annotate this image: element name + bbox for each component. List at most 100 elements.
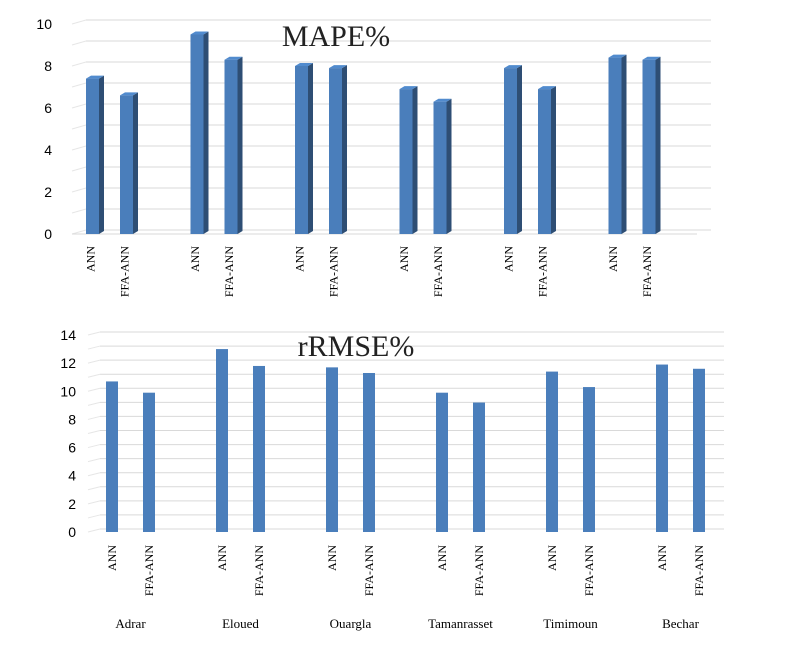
rrmse-y-tick: 2: [68, 496, 76, 512]
mape-category-label: FFA-ANN: [640, 246, 654, 297]
mape-gridline-side: [71, 19, 87, 25]
rrmse-y-tick: 12: [60, 355, 76, 371]
rrmse-bar: [693, 368, 705, 532]
rrmse-gridline-side: [87, 331, 101, 336]
rrmse-gridline-side: [87, 458, 101, 463]
rrmse-gridlines: [87, 331, 724, 533]
mape-bar: [224, 59, 238, 235]
mape-bar-side: [308, 63, 313, 234]
mape-y-tick: 4: [44, 142, 52, 158]
mape-bar-side: [99, 75, 104, 234]
mape-bar: [433, 101, 447, 234]
mape-bar-side: [412, 86, 418, 234]
rrmse-group-label: Eloued: [222, 616, 259, 631]
mape-bar-side: [517, 65, 522, 234]
mape-bar: [504, 68, 517, 234]
mape-bar: [329, 68, 342, 234]
mape-bar: [538, 89, 551, 234]
mape-bar-top: [608, 54, 627, 58]
rrmse-group-labels: Adrar Eloued Ouargla Tamanrasset Timimoun Bec…: [115, 616, 699, 631]
rrmse-gridline-side: [87, 514, 101, 519]
rrmse-gridline-side: [87, 359, 101, 364]
mape-bar-top: [190, 31, 209, 35]
rrmse-category-label: FFA-ANN: [692, 545, 706, 596]
mape-bar-top: [399, 86, 418, 90]
mape-gridline-side: [71, 145, 87, 151]
mape-category-label: ANN: [502, 246, 516, 272]
mape-gridline-side: [71, 61, 87, 67]
mape-y-tick: 6: [44, 100, 52, 116]
mape-title: MAPE%: [282, 20, 390, 53]
rrmse-y-tick: 14: [60, 327, 76, 343]
mape-bar-top: [295, 63, 313, 66]
mape-chart: 0 2 4 6 8 10 MAPE% ANN FFA-ANN ANN FFA-ANN ANN FFA…: [36, 16, 711, 297]
mape-bar-side: [621, 54, 627, 234]
rrmse-category-label: ANN: [545, 545, 559, 571]
mape-bar-top: [433, 98, 452, 102]
rrmse-bar: [363, 372, 375, 532]
rrmse-title: rRMSE%: [298, 330, 415, 363]
mape-bars: [86, 31, 661, 235]
rrmse-gridline-side: [87, 444, 101, 449]
mape-bar-side: [237, 56, 243, 235]
mape-y-tick: 2: [44, 184, 52, 200]
rrmse-category-label: FFA-ANN: [252, 545, 266, 596]
mape-category-label: ANN: [606, 246, 620, 272]
rrmse-category-label: ANN: [325, 545, 339, 571]
mape-bar: [295, 66, 308, 234]
mape-gridline-side: [71, 208, 87, 214]
rrmse-category-label: ANN: [105, 545, 119, 571]
mape-bar-side: [446, 98, 452, 234]
rrmse-category-label: FFA-ANN: [472, 545, 486, 596]
mape-bar-side: [203, 31, 209, 234]
rrmse-category-label: FFA-ANN: [142, 545, 156, 596]
mape-bar-top: [642, 56, 661, 60]
mape-y-axis: 0 2 4 6 8 10: [36, 16, 52, 242]
rrmse-gridline-side: [87, 472, 101, 477]
rrmse-y-tick: 8: [68, 411, 76, 427]
mape-bar: [642, 59, 656, 235]
rrmse-bar: [106, 381, 118, 532]
rrmse-gridline-side: [87, 373, 101, 378]
rrmse-gridline-side: [87, 401, 101, 406]
rrmse-y-tick: 10: [60, 383, 76, 399]
rrmse-category-labels: ANN FFA-ANN ANN FFA-ANN ANN FFA-ANN ANN FFA-ANN…: [105, 545, 706, 596]
mape-bar-side: [133, 92, 138, 235]
mape-bar-side: [551, 86, 556, 234]
mape-bar: [608, 57, 622, 234]
mape-bar: [190, 34, 204, 234]
rrmse-category-label: FFA-ANN: [582, 545, 596, 596]
rrmse-bar: [473, 402, 485, 532]
rrmse-gridline-side: [87, 345, 101, 350]
mape-bar-top: [224, 56, 243, 60]
rrmse-bar: [253, 365, 265, 532]
mape-y-tick: 0: [44, 226, 52, 242]
mape-gridline-side: [71, 229, 87, 235]
rrmse-gridline-side: [87, 415, 101, 420]
mape-bar-top: [329, 65, 347, 69]
rrmse-gridline-side: [87, 486, 101, 491]
mape-bar-side: [342, 65, 347, 234]
rrmse-group-label: Timimoun: [543, 616, 598, 631]
mape-bar: [399, 89, 413, 234]
mape-category-label: FFA-ANN: [536, 246, 550, 297]
rrmse-bar: [583, 387, 595, 532]
rrmse-gridline-side: [87, 528, 101, 533]
mape-gridline-side: [71, 82, 87, 88]
mape-category-label: ANN: [188, 246, 202, 272]
rrmse-category-label: ANN: [215, 545, 229, 571]
mape-bar: [120, 95, 133, 235]
mape-category-label: FFA-ANN: [327, 246, 341, 297]
mape-bar-top: [86, 75, 104, 79]
mape-category-labels: ANN FFA-ANN ANN FFA-ANN ANN FFA-ANN ANN FFA-ANN…: [84, 246, 655, 297]
mape-bar: [86, 78, 99, 234]
mape-bar-top: [120, 92, 138, 96]
rrmse-bars: [106, 349, 705, 532]
rrmse-group-label: Adrar: [115, 616, 146, 631]
rrmse-bar: [326, 367, 338, 532]
rrmse-category-label: ANN: [435, 545, 449, 571]
rrmse-group-label: Ouargla: [330, 616, 372, 631]
rrmse-y-tick: 6: [68, 440, 76, 456]
